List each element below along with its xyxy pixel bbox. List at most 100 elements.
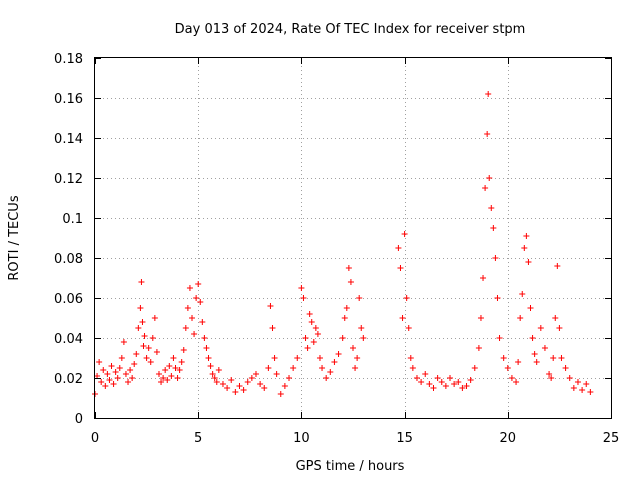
data-point: [426, 381, 433, 387]
data-point: [574, 379, 581, 385]
data-point: [151, 315, 158, 321]
data-point: [541, 345, 548, 351]
data-point: [267, 303, 274, 309]
data-point: [521, 245, 528, 251]
data-point: [475, 345, 482, 351]
data-point: [215, 367, 222, 373]
x-tick-labels: 0 5 10 15 20 25: [91, 431, 619, 446]
data-point: [451, 381, 458, 387]
data-point: [302, 335, 309, 341]
data-point: [160, 375, 167, 381]
data-point: [182, 325, 189, 331]
data-point: [323, 375, 330, 381]
data-points: [92, 91, 594, 397]
y-tick-label: 0: [75, 412, 83, 427]
data-point: [139, 319, 146, 325]
data-point: [155, 371, 162, 377]
data-point: [562, 365, 569, 371]
data-point: [513, 379, 520, 385]
data-point: [480, 275, 487, 281]
data-point: [508, 375, 515, 381]
data-point: [395, 245, 402, 251]
data-point: [228, 377, 235, 383]
data-point: [199, 319, 206, 325]
data-point: [141, 333, 148, 339]
data-point: [172, 365, 179, 371]
data-point: [100, 367, 107, 373]
data-point: [319, 365, 326, 371]
data-point: [409, 365, 416, 371]
y-tick-label: 0.18: [54, 52, 83, 67]
data-point: [168, 373, 175, 379]
data-point: [504, 365, 511, 371]
data-point: [525, 259, 532, 265]
data-point: [166, 363, 173, 369]
data-point: [488, 205, 495, 211]
data-point: [556, 325, 563, 331]
x-tick-label: 25: [603, 431, 620, 446]
data-point: [486, 175, 493, 181]
data-point: [129, 375, 136, 381]
data-point: [422, 371, 429, 377]
data-point: [447, 375, 454, 381]
data-point: [442, 383, 449, 389]
data-point: [308, 319, 315, 325]
data-point: [430, 385, 437, 391]
data-point: [418, 379, 425, 385]
data-point: [407, 355, 414, 361]
data-point: [558, 355, 565, 361]
data-point: [552, 315, 559, 321]
data-point: [213, 379, 220, 385]
data-point: [195, 281, 202, 287]
data-point: [341, 315, 348, 321]
data-point: [471, 365, 478, 371]
data-point: [273, 371, 280, 377]
y-tick-label: 0.12: [54, 172, 83, 187]
data-point: [459, 385, 466, 391]
data-point: [523, 233, 530, 239]
data-point: [176, 367, 183, 373]
data-point: [104, 371, 111, 377]
data-point: [277, 391, 284, 397]
data-point: [403, 295, 410, 301]
data-point: [224, 385, 231, 391]
data-point: [236, 383, 243, 389]
data-point: [496, 335, 503, 341]
y-tick-label: 0.06: [54, 292, 83, 307]
data-point: [343, 305, 350, 311]
data-point: [579, 387, 586, 393]
data-point: [546, 371, 553, 377]
data-point: [143, 355, 150, 361]
data-point: [240, 387, 247, 393]
data-point: [137, 305, 144, 311]
data-point: [271, 355, 278, 361]
data-point: [533, 359, 540, 365]
data-point: [286, 375, 293, 381]
data-point: [232, 389, 239, 395]
data-point: [304, 345, 311, 351]
data-point: [170, 355, 177, 361]
data-point: [265, 365, 272, 371]
data-point: [96, 359, 103, 365]
data-point: [153, 349, 160, 355]
y-tick-label: 0.16: [54, 92, 83, 107]
grid-lines: [95, 58, 611, 418]
data-point: [197, 299, 204, 305]
data-point: [438, 379, 445, 385]
data-point: [405, 325, 412, 331]
chart-title: Day 013 of 2024, Rate Of TEC Index for r…: [175, 22, 526, 37]
data-point: [434, 375, 441, 381]
data-point: [149, 335, 156, 341]
data-point: [529, 335, 536, 341]
data-point: [485, 91, 492, 97]
data-point: [298, 285, 305, 291]
axis-ticks: [95, 58, 612, 419]
y-tick-label: 0.14: [54, 132, 83, 147]
data-point: [145, 345, 152, 351]
data-point: [193, 295, 200, 301]
data-point: [537, 325, 544, 331]
data-point: [180, 347, 187, 353]
data-point: [401, 231, 408, 237]
data-point: [114, 375, 121, 381]
